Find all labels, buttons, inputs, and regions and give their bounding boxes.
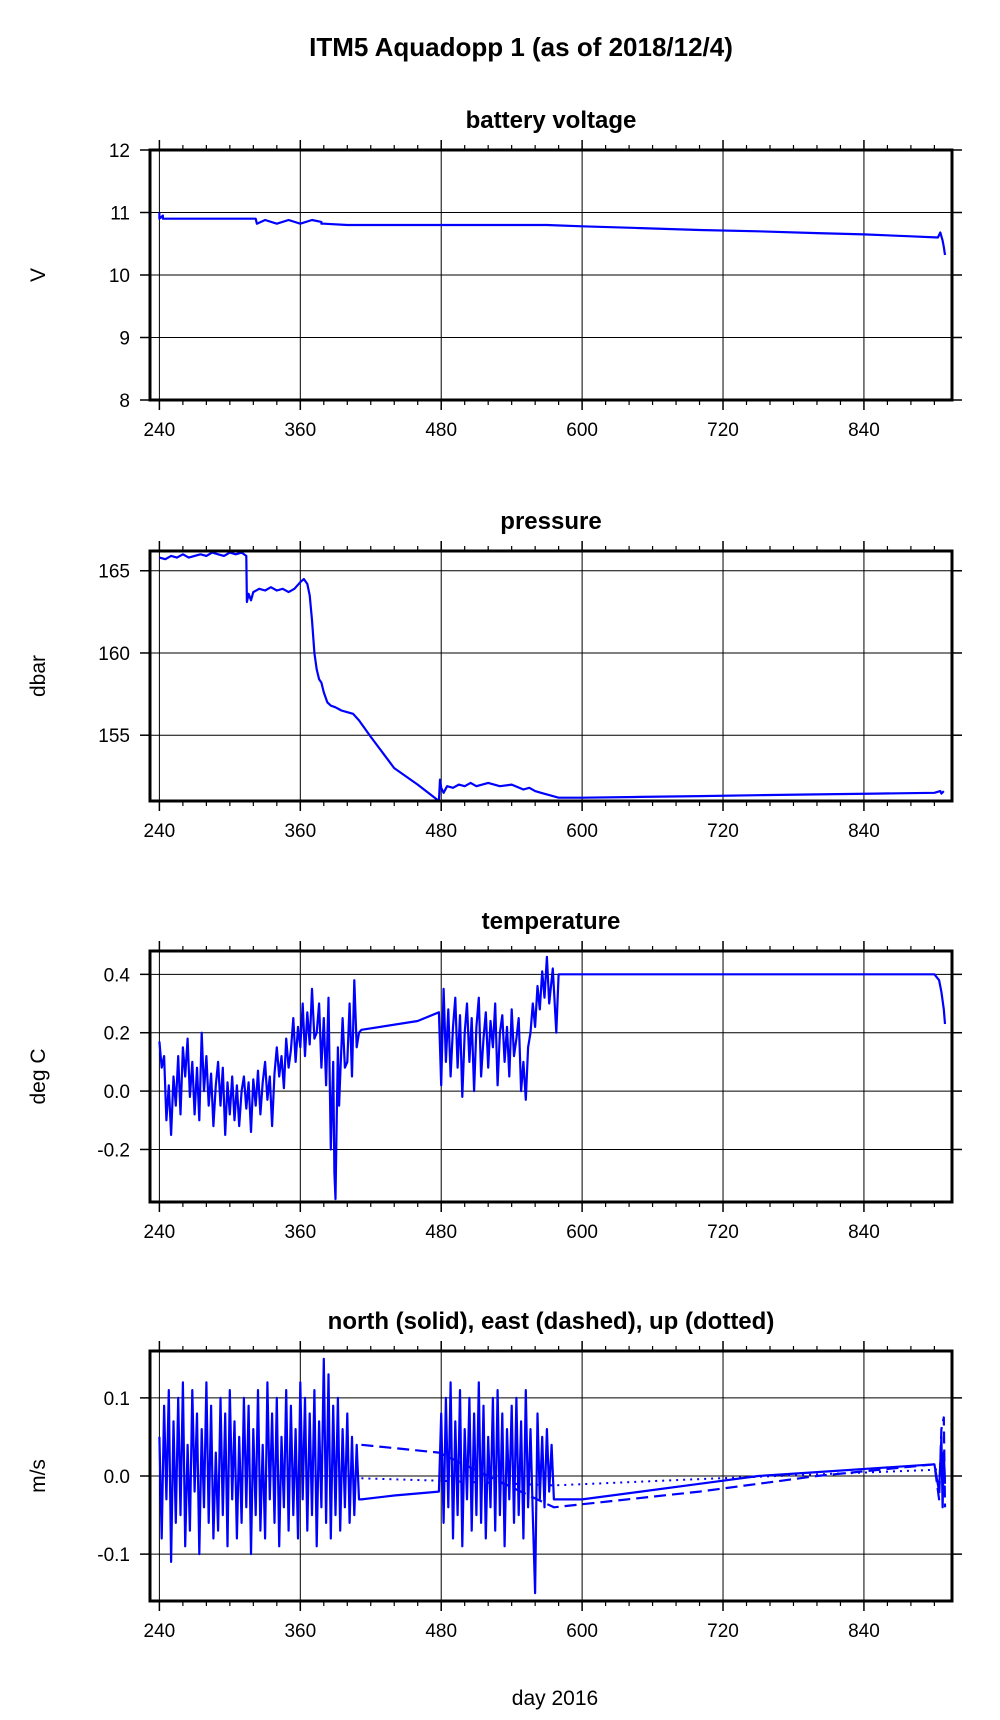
y-tick-label: 0.2 xyxy=(104,1024,130,1045)
x-tick-label: 840 xyxy=(848,1621,880,1642)
x-tick-label: 480 xyxy=(425,420,457,441)
series-solid-line xyxy=(159,551,945,801)
y-tick-label: 165 xyxy=(98,562,130,583)
series-dashed-line xyxy=(361,1416,947,1509)
y-axis-label: dbar xyxy=(27,655,50,697)
x-tick-label: 840 xyxy=(848,1222,880,1243)
x-axis-label: day 2016 xyxy=(512,1687,598,1710)
plot-frame xyxy=(148,1349,954,1603)
y-tick-label: 0.0 xyxy=(104,1467,130,1488)
x-tick-label: 240 xyxy=(144,1621,176,1642)
x-tick-label: 840 xyxy=(848,420,880,441)
x-tick-label: 720 xyxy=(707,821,739,842)
chart-panel-1: battery voltage V 240 360 480 600 720 840 8 9 10 11… xyxy=(27,107,962,441)
x-tick-label: 240 xyxy=(144,420,176,441)
x-tick-label: 240 xyxy=(144,821,176,842)
y-tick-label: 10 xyxy=(109,266,130,287)
y-tick-label: 9 xyxy=(119,329,130,350)
x-tick-label: 600 xyxy=(566,1621,598,1642)
y-axis-label: m/s xyxy=(27,1459,50,1493)
plot-frame xyxy=(148,549,954,803)
chart-panel-3: temperature deg C 240 360 480 600 720 840 -0.2 0.… xyxy=(27,908,962,1243)
panel-title: battery voltage xyxy=(466,107,637,134)
plot-frame xyxy=(148,949,954,1204)
y-tick-label: -0.1 xyxy=(97,1545,130,1566)
x-tick-label: 600 xyxy=(566,420,598,441)
x-tick-label: 360 xyxy=(284,821,316,842)
panel-title: temperature xyxy=(482,908,621,935)
x-tick-label: 360 xyxy=(284,420,316,441)
y-axis-label: V xyxy=(27,268,50,282)
plot-frame xyxy=(148,148,954,402)
y-tick-label: 0.0 xyxy=(104,1082,130,1103)
x-tick-label: 840 xyxy=(848,821,880,842)
x-tick-label: 480 xyxy=(425,1621,457,1642)
y-tick-label: 155 xyxy=(98,726,130,747)
y-tick-label: 12 xyxy=(109,141,130,162)
x-tick-label: 720 xyxy=(707,1222,739,1243)
series-solid-line xyxy=(158,212,947,256)
x-tick-label: 360 xyxy=(284,1621,316,1642)
figure-title: ITM5 Aquadopp 1 (as of 2018/12/4) xyxy=(309,32,733,62)
y-tick-label: 0.1 xyxy=(104,1389,130,1410)
y-axis-label: deg C xyxy=(27,1048,50,1104)
x-tick-label: 360 xyxy=(284,1222,316,1243)
x-tick-label: 480 xyxy=(425,821,457,842)
chart-panel-4: north (solid), east (dashed), up (dotted… xyxy=(27,1308,962,1642)
x-tick-label: 720 xyxy=(707,1621,739,1642)
y-tick-label: 8 xyxy=(119,391,130,412)
panel-title: north (solid), east (dashed), up (dotted… xyxy=(328,1308,775,1335)
x-tick-label: 720 xyxy=(707,420,739,441)
x-tick-label: 600 xyxy=(566,821,598,842)
y-tick-label: 160 xyxy=(98,644,130,665)
y-tick-label: -0.2 xyxy=(97,1140,130,1161)
series-solid-line xyxy=(158,1357,947,1595)
y-tick-label: 0.4 xyxy=(104,965,131,986)
x-tick-label: 600 xyxy=(566,1222,598,1243)
chart-panel-2: pressure dbar 240 360 480 600 720 840 155 160 165 xyxy=(27,508,962,842)
series-solid-line xyxy=(158,955,947,1201)
x-tick-label: 480 xyxy=(425,1222,457,1243)
y-tick-label: 11 xyxy=(110,204,130,225)
panel-title: pressure xyxy=(500,508,601,535)
x-tick-label: 240 xyxy=(144,1222,176,1243)
series-dotted-line xyxy=(361,1467,946,1487)
